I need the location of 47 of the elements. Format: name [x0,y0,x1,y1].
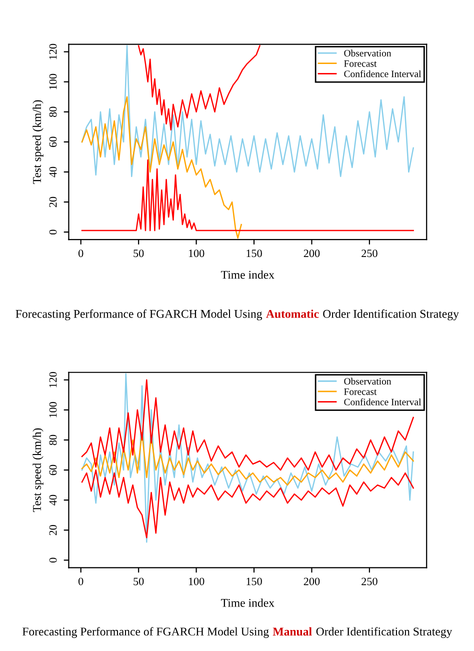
y-tick-label: 80 [49,106,57,118]
line-series [81,159,414,232]
y-tick-label: 40 [49,494,57,506]
y-tick-label: 120 [49,372,57,388]
y-axis-title: Test speed (km/h) [32,428,44,512]
y-tick-label: 20 [49,524,57,536]
legend-label: Forecast [344,60,377,67]
y-tick-label: 80 [49,434,57,446]
x-axis-title: Time index [221,270,274,279]
y-tick-label: 60 [49,136,57,147]
x-tick-label: 150 [246,578,262,586]
text: Order Identification Strategy [316,627,452,638]
x-tick-label: 0 [78,578,84,586]
x-tick-label: 250 [362,250,378,258]
x-tick-label: 200 [304,578,320,586]
legend-label: Observation [344,50,392,57]
text: Forecasting Performance of FGARCH Model Using [16,309,262,320]
text: Forecasting Performance of FGARCH Model Using [22,627,269,638]
x-tick-label: 100 [188,578,204,586]
legend-label: Confidence Interval [344,398,422,406]
x-tick-label: 50 [134,578,144,586]
line-series [81,96,242,239]
y-tick-label: 20 [49,196,57,208]
line-series [138,45,260,131]
line-series [81,469,414,538]
y-tick-label: 40 [49,166,57,178]
y-tick-label: 60 [49,464,57,476]
text: Automatic [266,310,319,318]
y-tick-label: 100 [49,74,57,90]
y-axis-title: Test speed (km/h) [32,100,44,184]
legend-label: Confidence Interval [344,70,422,78]
legend-label: Observation [344,378,392,385]
x-tick-label: 150 [246,250,262,258]
x-tick-label: 50 [134,250,144,258]
y-tick-label: 120 [49,44,57,60]
y-tick-label: 100 [49,402,57,418]
line-series [81,432,414,486]
y-tick-label: 0 [49,230,57,234]
text: Manual [272,627,312,636]
y-tick-label: 0 [49,558,57,563]
x-tick-label: 100 [188,250,204,258]
x-tick-label: 0 [78,250,84,258]
legend-label: Forecast [344,388,377,395]
x-axis-title: Time index [221,598,274,607]
x-tick-label: 250 [362,578,378,586]
text: Order Identification Strategy [323,309,459,320]
x-tick-label: 200 [304,250,320,258]
